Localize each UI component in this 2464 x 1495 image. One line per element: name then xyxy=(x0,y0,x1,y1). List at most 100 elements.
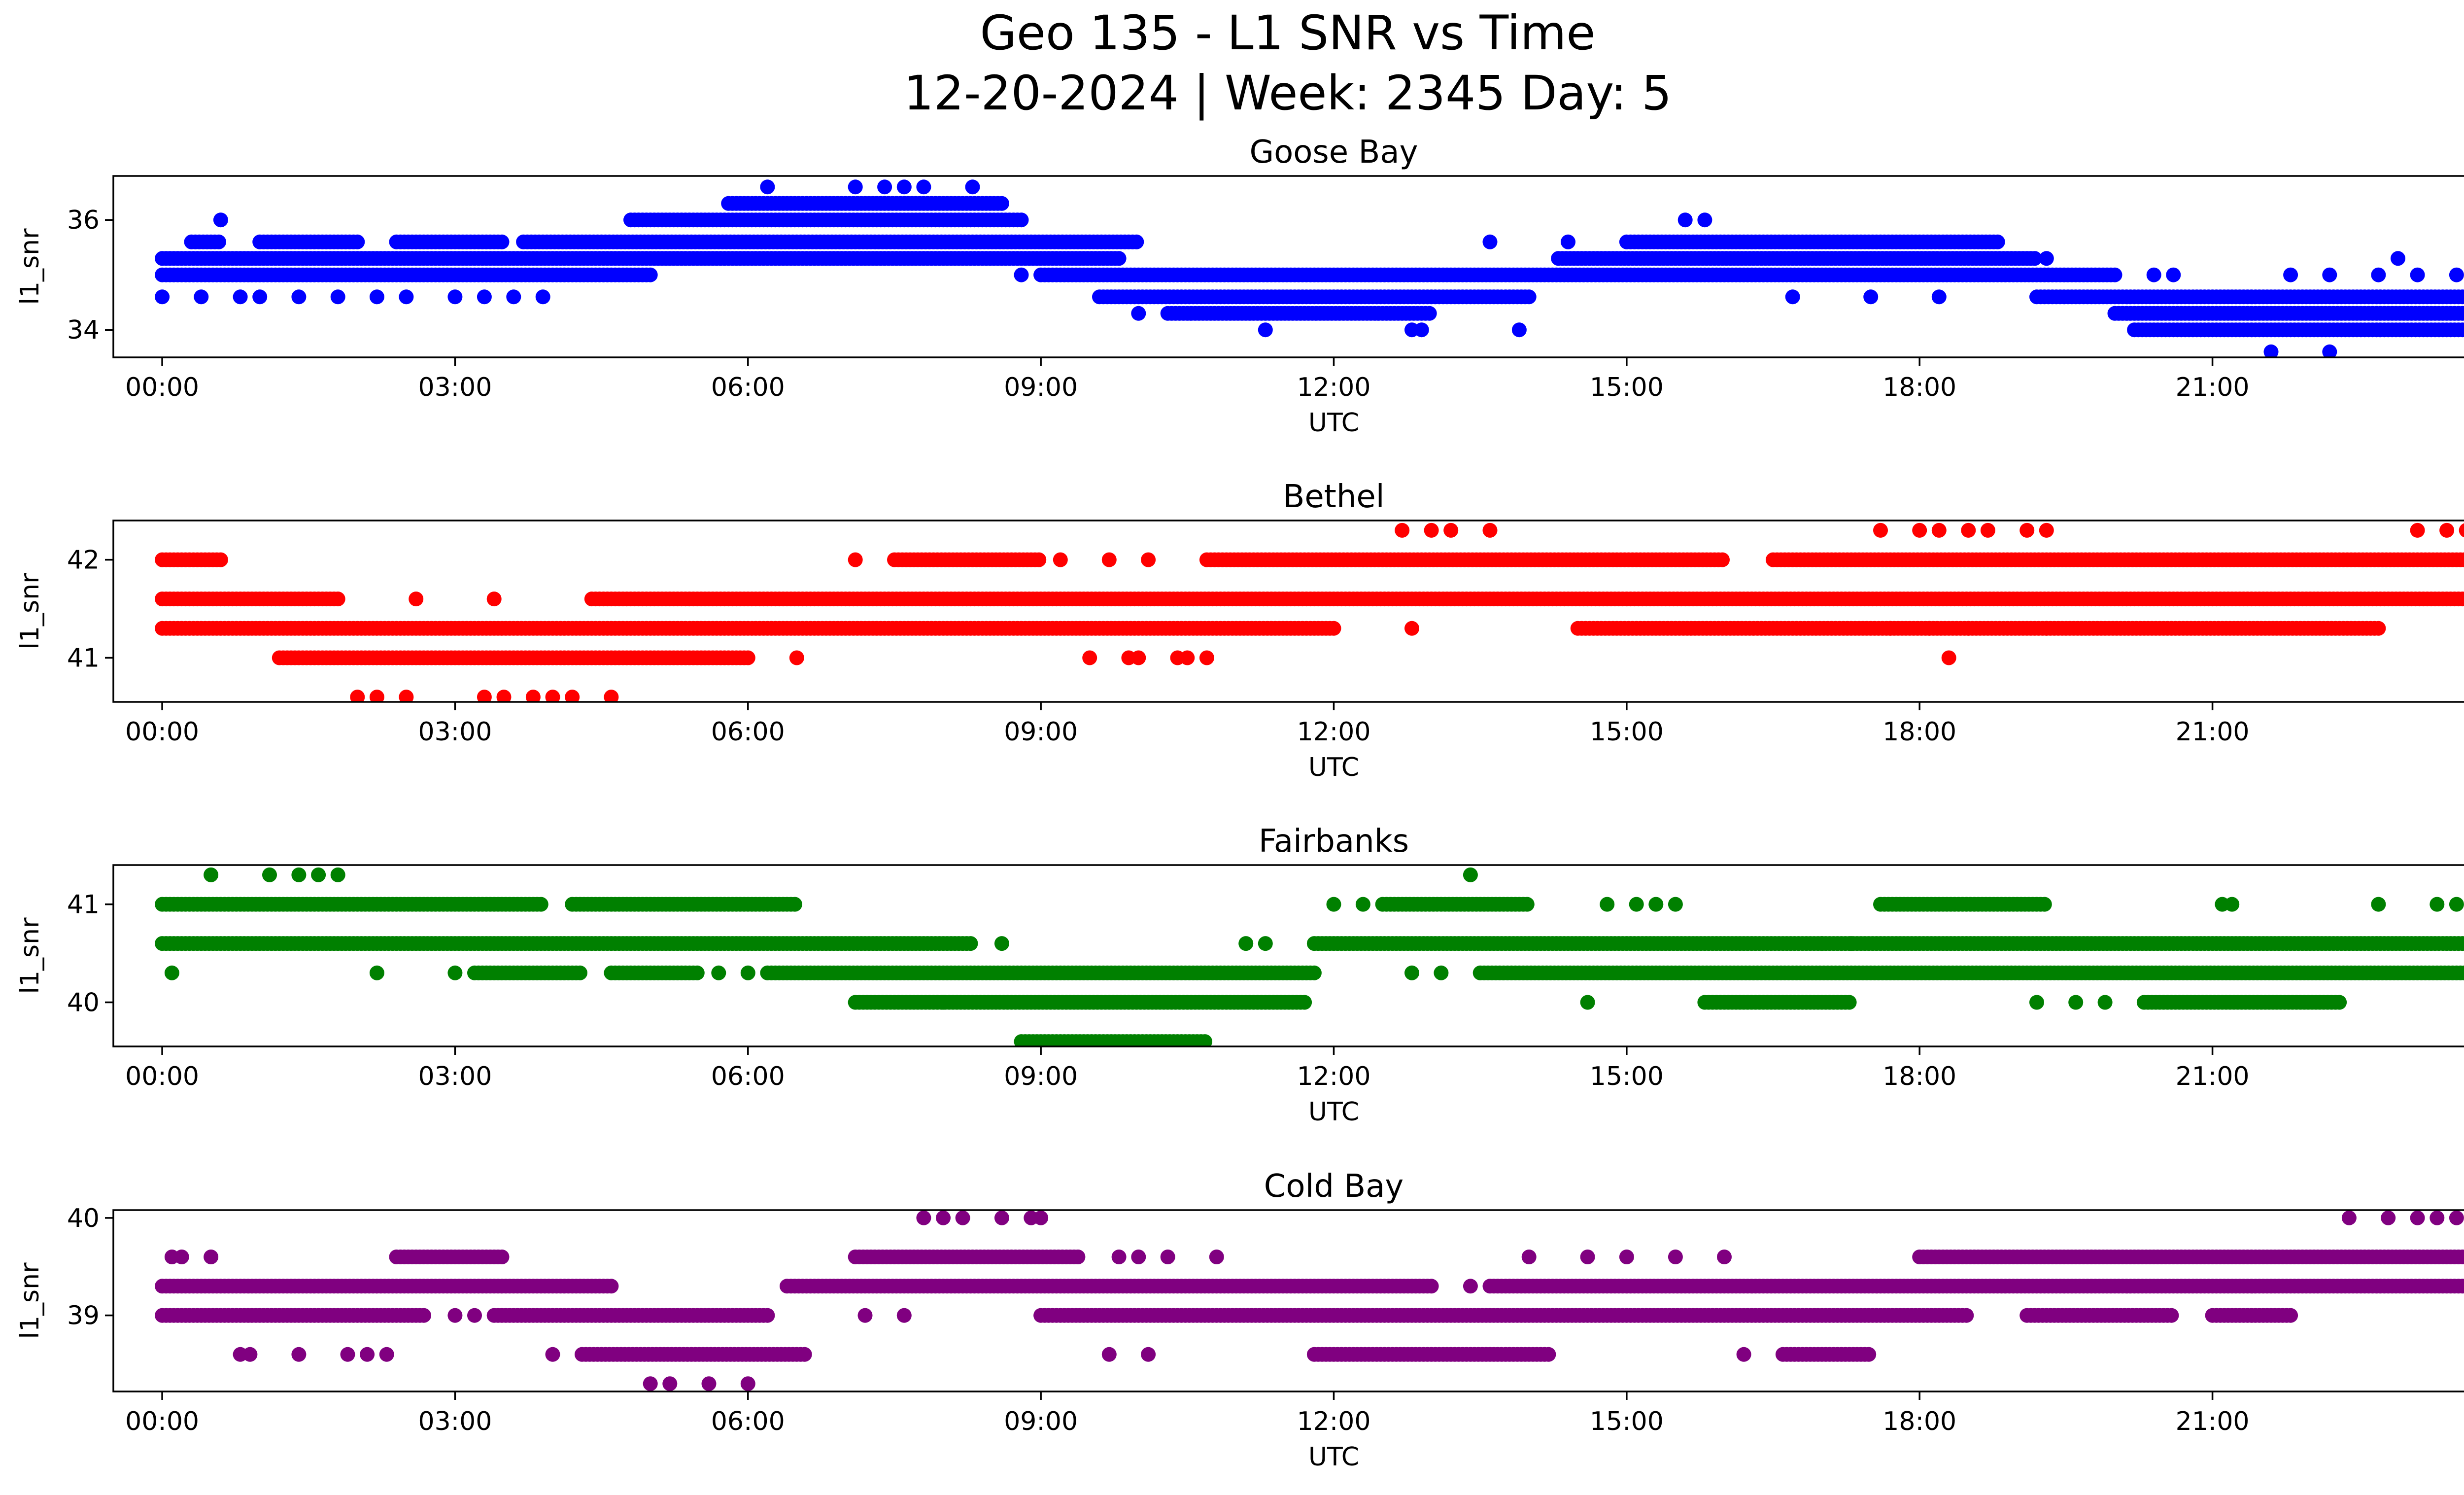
data-point xyxy=(1404,965,1419,980)
data-point xyxy=(2449,897,2464,912)
data-point xyxy=(2459,290,2464,304)
data-point xyxy=(545,690,560,702)
x-tick-label: 12:00 xyxy=(1297,717,1371,747)
data-point xyxy=(1326,621,1341,636)
data-point xyxy=(533,897,548,912)
x-tick-label: 06:00 xyxy=(711,373,785,402)
data-point xyxy=(477,289,492,305)
data-point xyxy=(916,179,931,195)
data-point xyxy=(1258,936,1273,951)
data-point xyxy=(848,552,863,567)
data-point xyxy=(399,289,414,305)
x-tick-label: 03:00 xyxy=(418,373,492,402)
data-point xyxy=(1131,650,1146,665)
data-point xyxy=(565,690,580,702)
data-point xyxy=(1131,306,1146,321)
data-point xyxy=(1961,621,1976,636)
data-point xyxy=(848,179,863,195)
data-point xyxy=(1297,995,1312,1010)
y-tick-label: 34 xyxy=(67,315,100,345)
x-tick-label: 12:00 xyxy=(1297,1062,1371,1091)
data-point xyxy=(1014,267,1029,282)
data-point xyxy=(1141,552,1156,567)
data-point xyxy=(1668,897,1683,912)
data-point xyxy=(1326,897,1341,912)
data-point xyxy=(399,690,414,702)
data-point xyxy=(2283,267,2298,282)
data-point xyxy=(1443,522,1459,538)
data-point xyxy=(494,234,510,249)
data-point xyxy=(350,690,365,702)
x-tick-label: 00:00 xyxy=(125,717,199,747)
data-point xyxy=(2463,293,2464,301)
data-point xyxy=(1863,289,1879,305)
data-point xyxy=(1014,212,1029,228)
data-point xyxy=(213,212,228,228)
data-point xyxy=(1922,621,1937,636)
data-point xyxy=(2097,995,2113,1010)
axes-frame xyxy=(112,864,2464,1047)
data-point xyxy=(211,234,226,249)
data-point xyxy=(1873,522,1888,538)
scatter-series xyxy=(155,1210,2464,1391)
data-point xyxy=(1355,897,1370,912)
data-point xyxy=(1404,621,1419,636)
data-point xyxy=(711,965,726,980)
data-point xyxy=(2263,344,2279,357)
data-point xyxy=(936,995,951,1010)
x-tick-label: 21:00 xyxy=(2176,717,2250,747)
data-point xyxy=(2332,995,2347,1010)
data-point xyxy=(155,289,170,305)
subplot-title: Goose Bay xyxy=(1250,134,1418,171)
data-point xyxy=(535,289,550,305)
data-point xyxy=(1511,322,1527,338)
data-point xyxy=(1882,621,1898,636)
data-point xyxy=(1931,522,1947,538)
data-point xyxy=(2322,267,2337,282)
data-point xyxy=(330,289,345,305)
data-point xyxy=(1404,322,1419,338)
x-axis-label: UTC xyxy=(1308,753,1359,782)
data-point xyxy=(2459,591,2464,606)
data-point xyxy=(1238,936,1254,951)
x-tick-label: 03:00 xyxy=(418,717,492,747)
data-point xyxy=(1082,650,1097,665)
data-point xyxy=(2461,554,2464,566)
data-point xyxy=(2224,897,2240,912)
data-point xyxy=(2039,251,2054,266)
data-point xyxy=(2146,267,2161,282)
scatter-series xyxy=(155,179,2464,357)
data-point xyxy=(262,867,277,882)
data-point xyxy=(2459,306,2464,321)
y-tick-label: 40 xyxy=(67,988,100,1017)
data-point xyxy=(2461,967,2464,979)
y-axis-label: l1_snr xyxy=(15,573,45,650)
data-point xyxy=(1424,522,1439,538)
data-point xyxy=(1198,1034,1212,1046)
data-point xyxy=(2459,936,2464,951)
x-tick-label: 15:00 xyxy=(1590,1062,1664,1091)
x-tick-label: 09:00 xyxy=(1004,717,1078,747)
data-point xyxy=(740,650,755,665)
y-axis-label: l1_snr xyxy=(15,917,45,994)
data-point xyxy=(1561,234,1575,249)
data-point xyxy=(604,690,619,702)
data-point xyxy=(486,591,502,607)
data-point xyxy=(369,289,384,305)
data-point xyxy=(2371,267,2386,282)
x-tick-label: 03:00 xyxy=(418,1062,492,1091)
data-point xyxy=(2463,594,2464,603)
data-point xyxy=(1931,289,1947,305)
data-point xyxy=(1677,212,1693,228)
data-point xyxy=(1521,289,1537,305)
data-point xyxy=(1629,897,1644,912)
data-point xyxy=(2029,995,2044,1010)
x-tick-label: 15:00 xyxy=(1590,373,1664,402)
data-point xyxy=(1519,897,1535,912)
data-point xyxy=(2410,267,2425,282)
data-point xyxy=(2068,995,2084,1010)
